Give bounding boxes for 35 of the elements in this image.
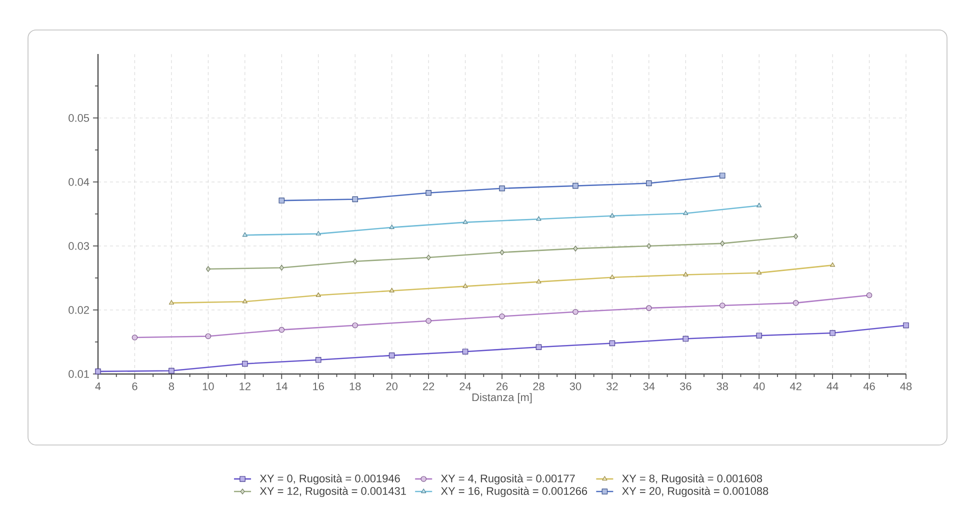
y-tick-label: 0.04 [68, 178, 90, 186]
x-tick-label: 38 [716, 382, 728, 390]
legend-label: XY = 16, Rugosità = 0.001266 [440, 486, 588, 498]
x-tick-label: 20 [386, 382, 398, 390]
x-tick-label: 10 [202, 382, 214, 390]
x-tick-label: 40 [753, 382, 765, 390]
y-tick-label: 0.02 [68, 306, 89, 314]
legend-label: XY = 8, Rugosità = 0.001608 [622, 474, 762, 485]
legend-label: XY = 20, Rugosità = 0.001088 [622, 486, 768, 498]
y-tick-label: 0.03 [68, 242, 90, 250]
x-tick-label: 12 [240, 382, 250, 390]
x-axis-title: Distanza [m] [472, 393, 532, 404]
x-tick-label: 44 [826, 382, 838, 390]
x-tick-label: 14 [276, 382, 288, 390]
x-tick-label: 30 [570, 382, 582, 390]
x-tick-label: 6 [132, 382, 138, 390]
legend-label: XY = 12, Rugosità = 0.001431 [260, 486, 406, 498]
x-tick-label: 16 [313, 382, 324, 390]
x-tick-label: 34 [643, 382, 655, 390]
x-tick-label: 24 [460, 382, 472, 390]
x-tick-label: 4 [95, 382, 101, 390]
x-tick-label: 36 [680, 382, 692, 390]
y-tick-label: 0.01 [68, 370, 89, 378]
y-tick-label: 0.05 [68, 114, 90, 122]
x-tick-label: 32 [606, 382, 618, 390]
x-tick-label: 48 [900, 382, 912, 390]
x-tick-label: 22 [423, 382, 434, 390]
x-tick-label: 42 [790, 382, 802, 390]
x-tick-label: 8 [168, 382, 174, 390]
legend-label: XY = 0, Rugosità = 0.001946 [260, 474, 400, 485]
x-tick-label: 26 [496, 382, 508, 390]
x-tick-label: 18 [350, 382, 361, 390]
x-tick-label: 28 [533, 382, 544, 390]
x-tick-label: 46 [863, 382, 875, 390]
legend-label: XY = 4, Rugosità = 0.00177 [440, 474, 575, 485]
